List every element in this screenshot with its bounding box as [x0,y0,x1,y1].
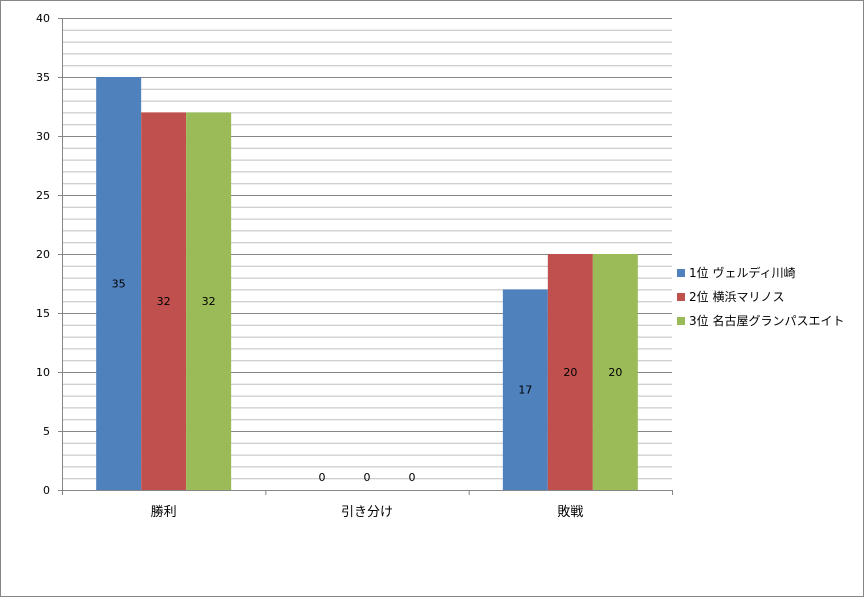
y-tick-label: 35 [36,71,50,84]
y-tick-label: 40 [36,12,50,25]
bar [96,77,142,490]
x-category-label: 引き分け [341,505,393,520]
data-label: 0 [319,471,326,484]
y-tick-label: 15 [36,307,50,320]
y-tick-label: 30 [36,130,50,143]
y-tick-label: 5 [43,425,50,438]
legend-swatch [677,317,685,325]
legend-label: 2位 横浜マリノス [689,289,784,304]
data-label: 20 [563,366,577,379]
x-category-label: 敗戦 [557,505,583,520]
data-label: 35 [112,278,126,291]
data-label: 0 [364,471,371,484]
x-category-label: 勝利 [151,505,177,520]
bar [592,254,638,490]
legend-label: 3位 名古屋グランパスエイト [689,313,844,328]
y-tick-label: 10 [36,366,50,379]
legend-label: 1位 ヴェルディ川崎 [689,265,796,280]
data-label: 32 [157,295,171,308]
bar [186,112,232,491]
y-tick-label: 0 [43,484,50,497]
data-label: 0 [409,471,416,484]
bar [141,112,187,491]
y-tick-label: 25 [36,189,50,202]
legend-swatch [677,293,685,301]
axes [58,18,673,495]
data-label: 20 [608,366,622,379]
data-label: 17 [518,384,532,397]
bars [96,77,638,491]
labels: 0 5 10 15 20 25 30 35 40 35 32 32 勝利 0 0 0 引き分け 17 20 20 敗戦 [36,12,622,520]
bar [502,289,548,490]
bar [547,254,593,490]
data-label: 32 [202,295,216,308]
legend: 1位 ヴェルディ川崎 2位 横浜マリノス 3位 名古屋グランパスエイト [677,265,844,328]
legend-swatch [677,269,685,277]
y-tick-label: 20 [36,248,50,261]
